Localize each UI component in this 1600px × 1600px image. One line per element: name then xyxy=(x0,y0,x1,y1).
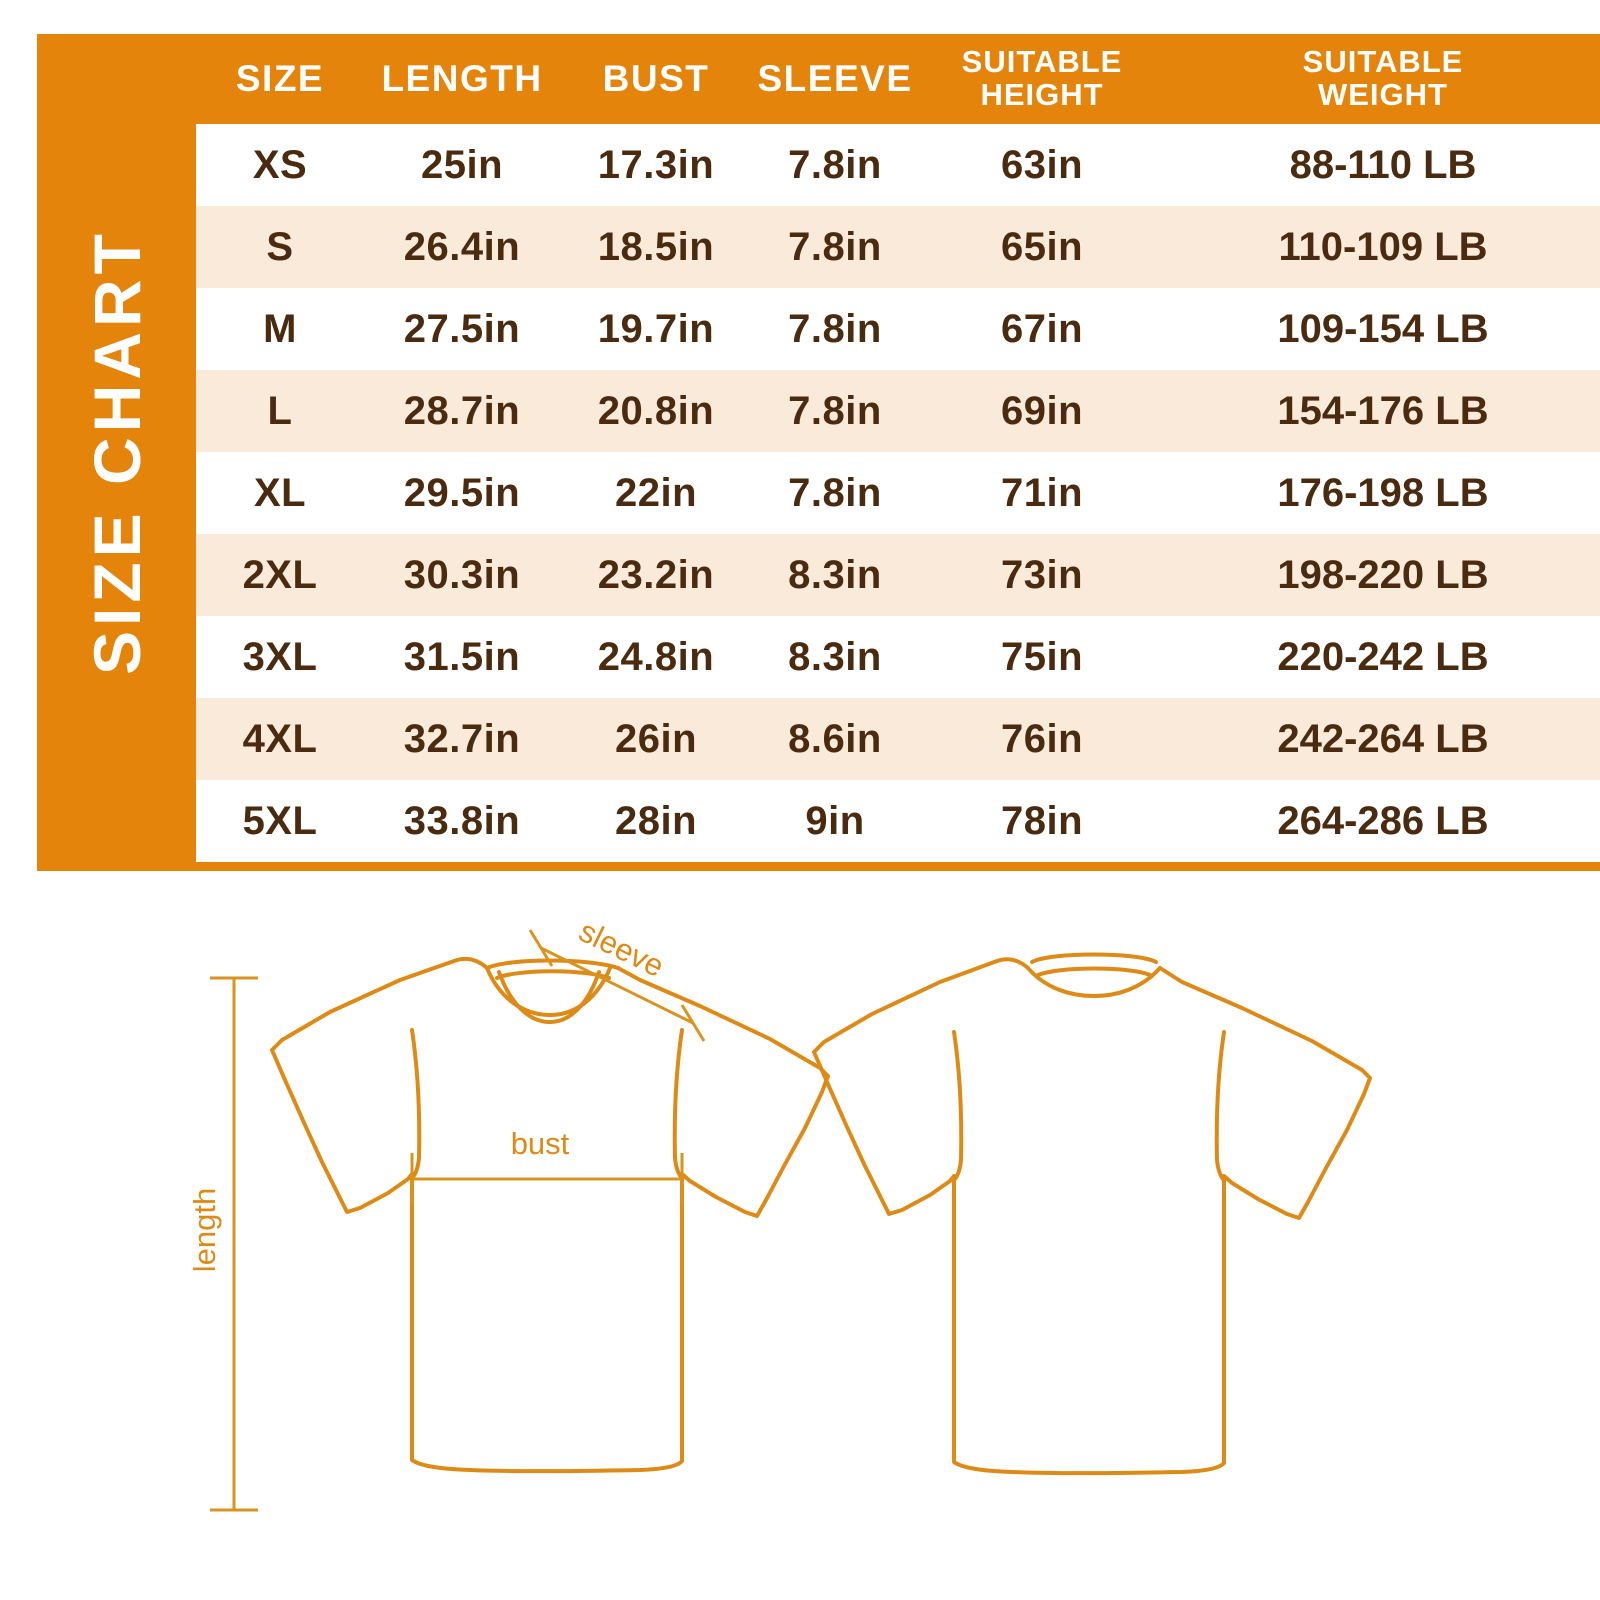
table-cell-sleeve: 7.8in xyxy=(788,306,882,351)
table-cell-height: 69in xyxy=(1000,388,1084,433)
table-cell-sleeve: 7.8in xyxy=(788,388,882,433)
table-cell-sleeve: 7.8in xyxy=(788,142,882,187)
table-cell-size: 5XL xyxy=(242,798,318,843)
length-dimension xyxy=(210,976,258,1512)
table-cell-sleeve: 9in xyxy=(805,798,865,843)
table-cell-weight: 88-110 LB xyxy=(1289,142,1477,187)
column-header-suitable-height: SUITABLE HEIGHT xyxy=(918,34,1166,124)
table-cell-bust: 18.5in xyxy=(597,224,715,269)
column-header-suitable-weight-line2: WEIGHT xyxy=(1318,77,1448,112)
table-row: 2XL 30.3in 23.2in 8.3in 73in 198-220 LB xyxy=(196,534,1600,616)
table-cell-weight: 198-220 LB xyxy=(1277,552,1489,597)
column-header-size-label: SIZE xyxy=(235,58,325,100)
column-header-suitable-height-line2: HEIGHT xyxy=(980,77,1104,112)
table-cell-weight: 220-242 LB xyxy=(1277,634,1489,679)
table-cell-height: 73in xyxy=(1000,552,1084,597)
table-cell-height: 78in xyxy=(1000,798,1084,843)
column-header-sleeve: SLEEVE xyxy=(752,34,918,124)
table-cell-height: 75in xyxy=(1000,634,1084,679)
table-cell-sleeve: 7.8in xyxy=(788,224,882,269)
column-header-size: SIZE xyxy=(196,34,364,124)
table-row: 3XL 31.5in 24.8in 8.3in 75in 220-242 LB xyxy=(196,616,1600,698)
table-bottom-rule xyxy=(37,862,1600,871)
table-cell-length: 28.7in xyxy=(403,388,521,433)
table-cell-size: 4XL xyxy=(242,716,318,761)
size-table: SIZE LENGTH BUST SLEEVE SUITABLE HEIGHT … xyxy=(196,34,1600,862)
table-cell-length: 30.3in xyxy=(403,552,521,597)
size-chart-panel: SIZE CHART SIZE LENGTH BUST SLEEVE SUITA… xyxy=(37,34,1600,870)
table-row: S 26.4in 18.5in 7.8in 65in 110-109 LB xyxy=(196,206,1600,288)
tshirt-front-view xyxy=(270,956,830,1474)
bust-label: bust xyxy=(511,1126,570,1161)
table-row: 5XL 33.8in 28in 9in 78in 264-286 LB xyxy=(196,780,1600,862)
table-cell-height: 76in xyxy=(1000,716,1084,761)
table-row: XL 29.5in 22in 7.8in 71in 176-198 LB xyxy=(196,452,1600,534)
column-header-sleeve-label: SLEEVE xyxy=(757,58,913,100)
table-cell-bust: 22in xyxy=(614,470,698,515)
column-header-length-label: LENGTH xyxy=(381,58,543,100)
table-cell-bust: 23.2in xyxy=(597,552,715,597)
measurement-diagram: length bust xyxy=(0,900,1600,1600)
table-cell-size: 3XL xyxy=(242,634,318,679)
table-row: XS 25in 17.3in 7.8in 63in 88-110 LB xyxy=(196,124,1600,206)
table-cell-bust: 17.3in xyxy=(597,142,715,187)
table-cell-weight: 264-286 LB xyxy=(1277,798,1489,843)
column-header-suitable-weight: SUITABLE WEIGHT xyxy=(1166,34,1600,124)
table-cell-sleeve: 8.3in xyxy=(788,552,882,597)
size-table-head: SIZE LENGTH BUST SLEEVE SUITABLE HEIGHT … xyxy=(196,34,1600,124)
table-cell-length: 29.5in xyxy=(403,470,521,515)
table-cell-bust: 24.8in xyxy=(597,634,715,679)
column-header-bust: BUST xyxy=(560,34,752,124)
table-cell-length: 32.7in xyxy=(403,716,521,761)
table-cell-bust: 26in xyxy=(614,716,698,761)
column-header-suitable-height-line1: SUITABLE xyxy=(961,44,1123,80)
table-cell-length: 26.4in xyxy=(403,224,521,269)
size-table-container: SIZE LENGTH BUST SLEEVE SUITABLE HEIGHT … xyxy=(196,34,1600,870)
table-cell-weight: 110-109 LB xyxy=(1278,224,1488,269)
tshirt-back-view xyxy=(812,952,1372,1476)
column-header-bust-label: BUST xyxy=(602,58,710,100)
table-cell-weight: 176-198 LB xyxy=(1277,470,1489,515)
table-cell-length: 25in xyxy=(420,142,504,187)
length-label: length xyxy=(187,1188,222,1272)
table-cell-size: M xyxy=(263,306,297,351)
page-title: SIZE CHART xyxy=(79,229,154,675)
table-cell-sleeve: 7.8in xyxy=(788,470,882,515)
sleeve-dimension xyxy=(528,929,706,1042)
table-cell-length: 27.5in xyxy=(403,306,521,351)
table-cell-size: XL xyxy=(253,470,307,515)
table-cell-height: 63in xyxy=(1000,142,1084,187)
table-cell-bust: 20.8in xyxy=(597,388,715,433)
table-cell-size: XS xyxy=(252,142,308,187)
table-cell-length: 33.8in xyxy=(403,798,521,843)
table-cell-sleeve: 8.6in xyxy=(788,716,882,761)
size-chart-sidebar: SIZE CHART xyxy=(37,34,196,870)
table-row: 4XL 32.7in 26in 8.6in 76in 242-264 LB xyxy=(196,698,1600,780)
table-cell-size: 2XL xyxy=(242,552,318,597)
table-cell-height: 67in xyxy=(1000,306,1084,351)
table-cell-weight: 154-176 LB xyxy=(1277,388,1489,433)
column-header-suitable-weight-line1: SUITABLE xyxy=(1302,44,1464,80)
table-cell-sleeve: 8.3in xyxy=(788,634,882,679)
table-cell-height: 65in xyxy=(1000,224,1084,269)
table-cell-size: S xyxy=(266,224,294,269)
column-header-length: LENGTH xyxy=(364,34,560,124)
table-header-row: SIZE LENGTH BUST SLEEVE SUITABLE HEIGHT … xyxy=(196,34,1600,124)
table-cell-bust: 28in xyxy=(614,798,698,843)
table-row: M 27.5in 19.7in 7.8in 67in 109-154 LB xyxy=(196,288,1600,370)
size-table-body: XS 25in 17.3in 7.8in 63in 88-110 LB S 26.4in 18.… xyxy=(196,124,1600,862)
table-cell-bust: 19.7in xyxy=(597,306,715,351)
bust-dimension xyxy=(410,1153,684,1205)
table-cell-weight: 109-154 LB xyxy=(1277,306,1489,351)
table-cell-height: 71in xyxy=(1000,470,1084,515)
table-row: L 28.7in 20.8in 7.8in 69in 154-176 LB xyxy=(196,370,1600,452)
table-cell-size: L xyxy=(267,388,293,433)
table-cell-length: 31.5in xyxy=(403,634,521,679)
table-cell-weight: 242-264 LB xyxy=(1277,716,1489,761)
